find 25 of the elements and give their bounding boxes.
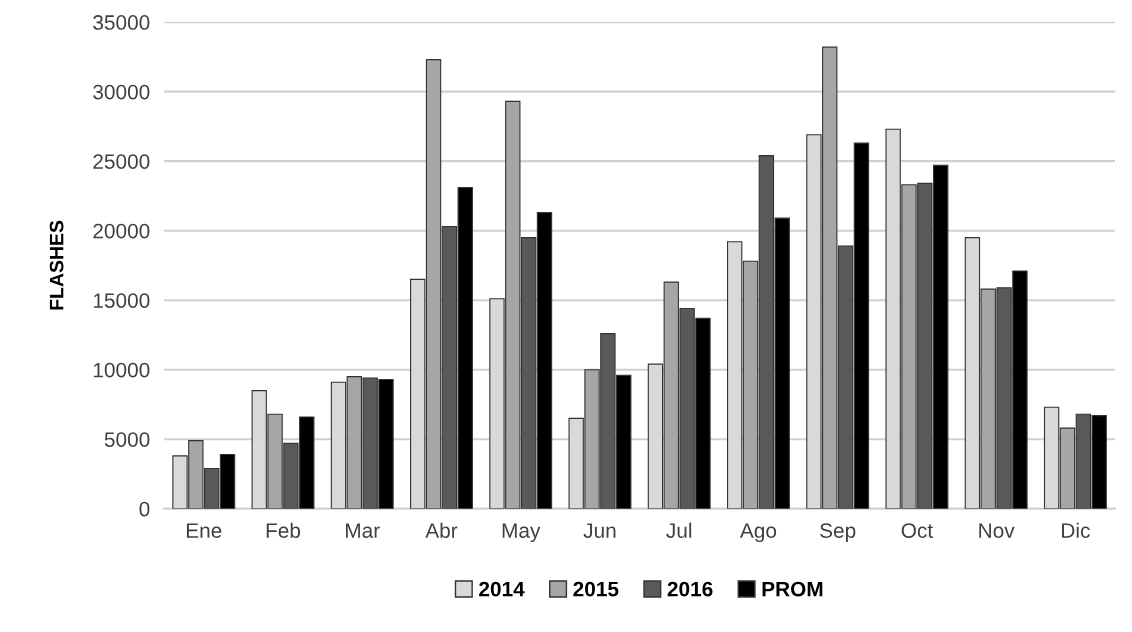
y-axis-title: FLASHES	[49, 220, 64, 310]
x-tick-label: Nov	[979, 523, 1015, 538]
y-tick-label: 10000	[93, 362, 150, 378]
legend-label: 2014	[479, 581, 525, 597]
y-tick-label: 30000	[93, 84, 150, 100]
x-tick-label: Mar	[346, 523, 380, 538]
x-tick-label: Dic	[1062, 522, 1090, 538]
legend-label: PROM	[762, 581, 823, 597]
legend-label: 2015	[573, 581, 619, 597]
y-tick-label: 25000	[93, 154, 150, 169]
x-tick-label: Ene	[186, 523, 222, 538]
legend-label: 2016	[667, 581, 713, 597]
x-tick-label: Jul	[666, 522, 692, 538]
x-tick-label: Ago	[739, 523, 777, 543]
x-tick-label: Abr	[425, 522, 458, 538]
x-tick-label: Jun	[583, 523, 616, 538]
x-tick-label: Feb	[266, 522, 301, 538]
y-tick-label: 0	[139, 501, 150, 517]
x-tick-label: Sep	[820, 523, 856, 543]
y-tick-label: 20000	[93, 223, 150, 239]
y-tick-label: 15000	[93, 293, 150, 308]
x-tick-label: May	[502, 523, 541, 543]
x-tick-label: Oct	[901, 523, 933, 538]
y-tick-label: 5000	[104, 432, 150, 447]
y-tick-label: 35000	[93, 15, 150, 30]
